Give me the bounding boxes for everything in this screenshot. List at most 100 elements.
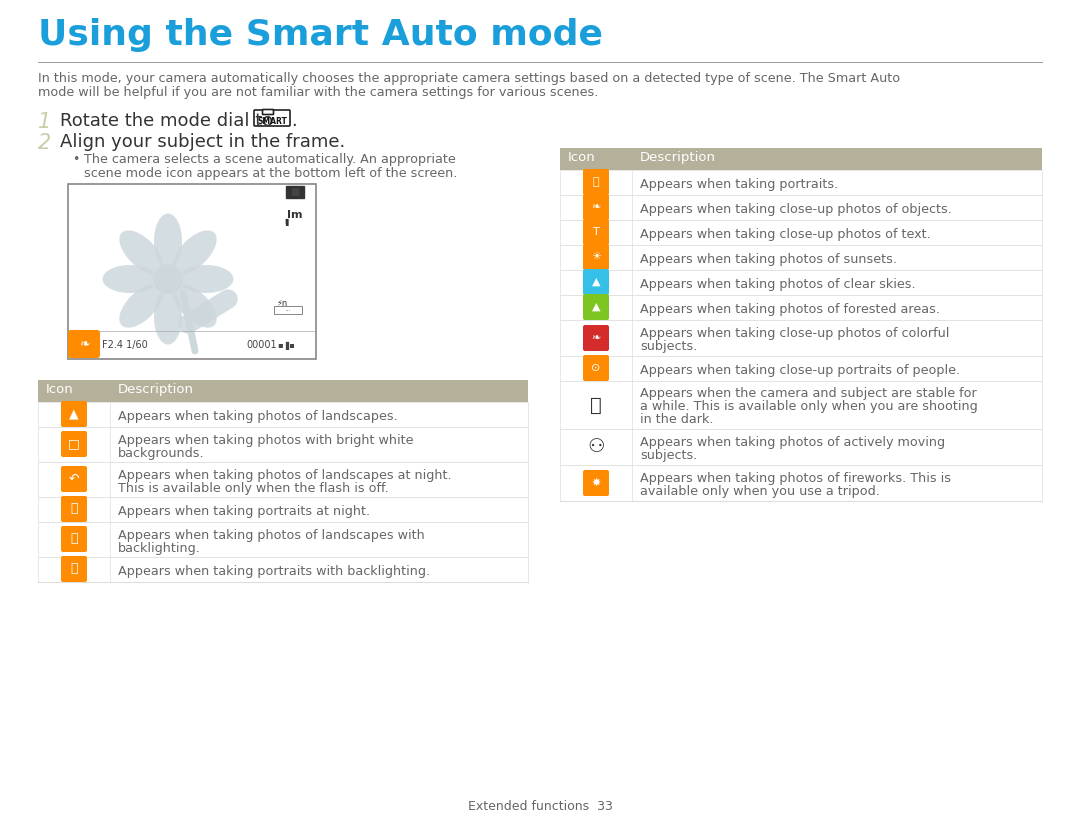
Text: SMART: SMART: [257, 117, 287, 126]
Bar: [38, 380, 528, 402]
Text: Appears when taking close-up photos of objects.: Appears when taking close-up photos of o…: [640, 203, 951, 216]
FancyBboxPatch shape: [583, 470, 609, 496]
Ellipse shape: [178, 265, 233, 293]
FancyBboxPatch shape: [583, 219, 609, 245]
FancyBboxPatch shape: [583, 169, 609, 195]
Text: ⚡n: ⚡n: [276, 299, 287, 308]
FancyBboxPatch shape: [60, 431, 87, 457]
FancyBboxPatch shape: [60, 496, 87, 522]
Text: 00001: 00001: [246, 340, 276, 350]
Text: I▌: I▌: [284, 219, 292, 226]
Text: ▪▐▪: ▪▐▪: [278, 341, 295, 350]
Text: ⚹: ⚹: [590, 395, 602, 415]
Text: Icon: Icon: [568, 151, 596, 164]
Text: .: .: [291, 112, 297, 130]
Bar: [38, 427, 528, 462]
Bar: [38, 522, 528, 557]
Bar: [286, 186, 303, 198]
Text: Appears when taking photos of fireworks. This is: Appears when taking photos of fireworks.…: [640, 472, 951, 485]
Ellipse shape: [119, 284, 163, 328]
Bar: [561, 356, 1042, 381]
Ellipse shape: [173, 231, 217, 274]
Text: •: •: [72, 153, 79, 166]
FancyBboxPatch shape: [583, 244, 609, 270]
Text: scene mode icon appears at the bottom left of the screen.: scene mode icon appears at the bottom le…: [84, 167, 457, 180]
Ellipse shape: [119, 231, 163, 274]
FancyBboxPatch shape: [69, 331, 99, 357]
Text: Description: Description: [640, 151, 716, 164]
FancyBboxPatch shape: [583, 294, 609, 320]
Text: Appears when taking close-up portraits of people.: Appears when taking close-up portraits o…: [640, 364, 960, 377]
Text: available only when you use a tripod.: available only when you use a tripod.: [640, 485, 880, 498]
Text: 👤: 👤: [70, 503, 78, 516]
Text: ⊙: ⊙: [592, 363, 600, 373]
Text: Appears when taking photos with bright white: Appears when taking photos with bright w…: [118, 434, 414, 447]
Text: Appears when taking photos of landscapes.: Appears when taking photos of landscapes…: [118, 410, 397, 423]
Bar: [561, 465, 1042, 501]
FancyBboxPatch shape: [60, 401, 87, 427]
Bar: [38, 402, 528, 427]
Text: backgrounds.: backgrounds.: [118, 447, 204, 460]
Text: Appears when taking photos of actively moving: Appears when taking photos of actively m…: [640, 436, 945, 449]
Bar: [561, 295, 1042, 320]
Text: ■: ■: [291, 187, 299, 197]
Text: ❧: ❧: [79, 337, 90, 350]
Text: This is available only when the flash is off.: This is available only when the flash is…: [118, 482, 389, 495]
Text: Appears when taking portraits with backlighting.: Appears when taking portraits with backl…: [118, 565, 430, 578]
Text: Appears when taking portraits.: Appears when taking portraits.: [640, 178, 838, 191]
Text: subjects.: subjects.: [640, 449, 698, 462]
Bar: [561, 320, 1042, 356]
Text: F2.4 1/60: F2.4 1/60: [102, 340, 148, 350]
Text: 🌄: 🌄: [70, 532, 78, 545]
Bar: [68, 184, 316, 359]
Text: ▲: ▲: [69, 408, 79, 421]
Text: □: □: [68, 438, 80, 451]
FancyBboxPatch shape: [583, 194, 609, 220]
Bar: [561, 195, 1042, 220]
Text: Align your subject in the frame.: Align your subject in the frame.: [60, 133, 346, 151]
FancyBboxPatch shape: [60, 466, 87, 492]
Text: Icon: Icon: [46, 383, 73, 396]
Bar: [274, 306, 302, 314]
FancyBboxPatch shape: [583, 325, 609, 351]
Bar: [561, 429, 1042, 465]
Text: ❧: ❧: [592, 202, 600, 212]
Text: Appears when taking photos of landscapes at night.: Appears when taking photos of landscapes…: [118, 469, 451, 482]
Text: ⚇: ⚇: [588, 438, 605, 456]
FancyBboxPatch shape: [262, 109, 273, 114]
Bar: [561, 170, 1042, 195]
Text: Appears when taking close-up photos of colorful: Appears when taking close-up photos of c…: [640, 327, 949, 340]
Text: ...: ...: [285, 307, 291, 312]
Text: a while. This is available only when you are shooting: a while. This is available only when you…: [640, 400, 977, 413]
Text: ▲: ▲: [592, 302, 600, 312]
FancyBboxPatch shape: [254, 110, 291, 126]
Text: ❧: ❧: [592, 333, 600, 343]
Bar: [38, 462, 528, 497]
Text: In this mode, your camera automatically chooses the appropriate camera settings : In this mode, your camera automatically …: [38, 72, 900, 85]
FancyBboxPatch shape: [60, 526, 87, 552]
Text: Appears when taking photos of sunsets.: Appears when taking photos of sunsets.: [640, 253, 897, 266]
Bar: [38, 557, 528, 582]
Text: ↶: ↶: [69, 473, 79, 486]
Bar: [561, 270, 1042, 295]
Bar: [561, 381, 1042, 429]
Text: Using the Smart Auto mode: Using the Smart Auto mode: [38, 18, 603, 52]
Ellipse shape: [154, 289, 183, 345]
Text: ▲: ▲: [592, 277, 600, 287]
Text: Extended functions  33: Extended functions 33: [468, 800, 612, 813]
Text: The camera selects a scene automatically. An appropriate: The camera selects a scene automatically…: [84, 153, 456, 166]
Bar: [561, 148, 1042, 170]
Text: Appears when taking photos of landscapes with: Appears when taking photos of landscapes…: [118, 529, 424, 542]
Text: T: T: [593, 227, 599, 237]
Text: Im: Im: [287, 210, 302, 220]
Bar: [561, 220, 1042, 245]
Text: backlighting.: backlighting.: [118, 542, 201, 555]
Bar: [561, 245, 1042, 270]
Text: mode will be helpful if you are not familiar with the camera settings for variou: mode will be helpful if you are not fami…: [38, 86, 598, 99]
Text: Appears when taking photos of forested areas.: Appears when taking photos of forested a…: [640, 303, 940, 316]
Text: Rotate the mode dial to: Rotate the mode dial to: [60, 112, 273, 130]
Text: 2: 2: [38, 133, 51, 153]
Text: subjects.: subjects.: [640, 340, 698, 353]
Circle shape: [154, 265, 183, 293]
Text: in the dark.: in the dark.: [640, 413, 714, 426]
